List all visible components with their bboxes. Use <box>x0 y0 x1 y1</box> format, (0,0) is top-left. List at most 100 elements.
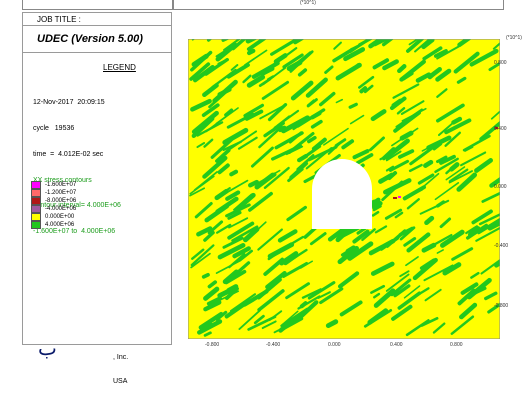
contour-streak <box>439 217 452 229</box>
contour-streak <box>445 163 457 175</box>
run-info: 12-Nov-2017 20:09:15 cycle 19536 time = … <box>33 82 121 254</box>
y-tick-label: 0.400 <box>494 126 507 132</box>
contour-streak <box>238 249 253 262</box>
contour-streak <box>211 68 237 89</box>
contour-streak <box>434 157 459 174</box>
app-version-title: UDEC (Version 5.00) <box>37 33 143 45</box>
contour-interval: contour interval= 4.000E+06 <box>33 202 121 210</box>
contour-streak <box>343 47 366 62</box>
contour-streak <box>459 302 478 320</box>
contour-streak <box>363 84 374 94</box>
y-tick-label: 0.800 <box>494 60 507 66</box>
contour-streak <box>260 66 275 76</box>
stress-contour-plot <box>188 39 500 339</box>
contour-streak <box>403 285 421 299</box>
contour-streak <box>347 241 374 261</box>
contour-streak <box>222 236 244 249</box>
contour-streak <box>370 284 386 294</box>
legend-item: -4.000E+06 <box>31 205 151 213</box>
contour-streak <box>248 179 259 188</box>
legend-item-label: -8.000E+06 <box>45 198 77 204</box>
contour-streak <box>271 144 303 161</box>
contour-streak <box>340 248 352 257</box>
legend-item-label: 0.000E+00 <box>45 214 75 220</box>
contour-streak <box>242 74 252 84</box>
contour-streak <box>415 72 432 83</box>
contour-streak <box>297 68 308 77</box>
contour-streak <box>201 272 210 279</box>
contour-streak <box>216 223 232 234</box>
contour-streak <box>460 282 479 295</box>
contour-streak <box>434 233 453 246</box>
contour-streak <box>290 80 314 101</box>
contour-streak <box>373 288 396 308</box>
contour-streak <box>324 65 334 74</box>
contour-streak <box>253 314 265 325</box>
contour-streak <box>470 271 480 279</box>
top-unit-label: (*10^1) <box>300 0 316 6</box>
contour-streak <box>214 188 229 201</box>
company-text: , Inc. USA <box>113 338 128 394</box>
contour-streak <box>301 288 322 299</box>
y-tick-label: 0.000 <box>494 184 507 190</box>
contour-streak <box>230 64 239 71</box>
contour-streak <box>352 229 370 244</box>
contour-streak <box>391 127 419 147</box>
contour-streak <box>391 98 403 108</box>
contour-streak <box>423 172 440 187</box>
contour-streak <box>448 170 473 184</box>
contour-streak <box>426 135 452 151</box>
legend-item: -8.000E+06 <box>31 197 151 205</box>
contour-streak <box>262 66 287 86</box>
contour-streak <box>263 166 290 189</box>
contour-streak <box>305 147 333 170</box>
contour-streak <box>226 63 250 79</box>
contour-streak <box>205 115 228 133</box>
contour-streak <box>246 48 256 56</box>
contour-streak <box>232 246 251 259</box>
contour-streak <box>436 45 460 60</box>
contour-streak <box>487 298 500 314</box>
contour-streak <box>388 159 410 172</box>
contour-streak <box>245 39 271 44</box>
contour-streak <box>202 83 219 98</box>
contour-streak <box>217 288 233 298</box>
contour-streak <box>246 74 266 88</box>
contour-streak <box>361 228 376 242</box>
legend-item-label: -1.600E+07 <box>45 182 77 188</box>
contour-streak <box>408 39 436 46</box>
contour-streak <box>405 319 430 337</box>
contour-streak <box>391 304 413 321</box>
contour-streak <box>436 200 446 208</box>
contour-streak <box>456 76 467 84</box>
contour-streak <box>384 208 403 220</box>
contour-streak <box>270 39 297 56</box>
contour-type: XX stress contours <box>33 176 92 184</box>
contour-streak <box>408 163 423 173</box>
contour-streak <box>306 98 318 108</box>
job-title: JOB TITLE : <box>22 12 172 26</box>
contour-streak <box>191 53 209 67</box>
contour-streak <box>438 121 454 137</box>
contour-streak <box>207 280 218 289</box>
legend-panel: UDEC (Version 5.00) LEGEND 12-Nov-2017 2… <box>22 25 172 345</box>
contour-streak <box>434 182 460 201</box>
contour-spot <box>393 197 397 199</box>
contour-streak <box>421 39 435 50</box>
contour-streak <box>451 247 474 261</box>
contour-streak <box>189 187 206 197</box>
contour-streak <box>355 153 374 165</box>
contour-streak <box>371 210 380 217</box>
contour-streak <box>190 98 212 112</box>
contour-streak <box>204 203 230 223</box>
contour-streak <box>349 114 365 125</box>
contour-streak <box>396 107 406 115</box>
contour-streak <box>263 121 285 138</box>
x-tick-label: 0.000 <box>328 342 341 348</box>
contour-streak <box>270 47 298 68</box>
contour-streak <box>246 39 273 52</box>
contour-streak <box>317 291 331 299</box>
contour-streak <box>491 211 500 227</box>
contour-streak <box>489 174 500 188</box>
contour-streak <box>370 261 395 276</box>
